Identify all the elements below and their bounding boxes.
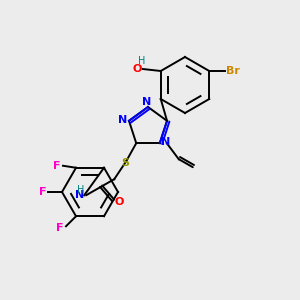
Text: O: O	[132, 64, 142, 74]
Text: O: O	[114, 197, 124, 207]
Text: H: H	[138, 56, 146, 66]
Text: N: N	[142, 97, 152, 107]
Text: F: F	[56, 223, 64, 233]
Text: F: F	[53, 161, 61, 171]
Text: N: N	[75, 190, 84, 200]
Text: F: F	[38, 187, 46, 197]
Text: H: H	[77, 185, 84, 195]
Text: Br: Br	[226, 66, 240, 76]
Text: N: N	[161, 137, 170, 147]
Text: N: N	[118, 115, 127, 125]
Text: S: S	[121, 158, 129, 168]
